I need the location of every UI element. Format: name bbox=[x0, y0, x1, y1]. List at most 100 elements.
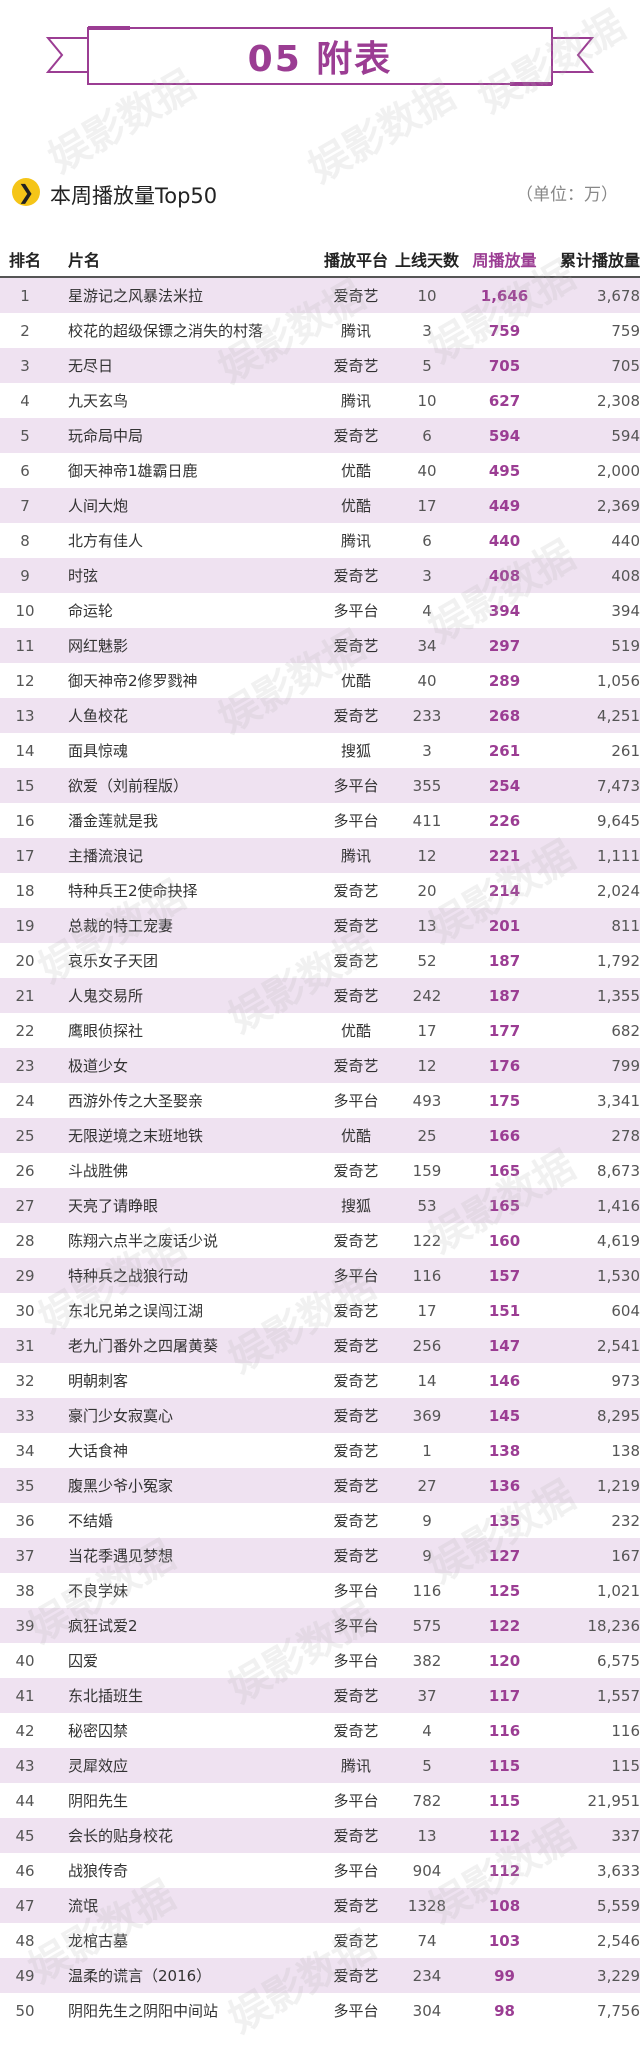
cell-total-plays: 9,645 bbox=[597, 811, 640, 830]
table-row: 19 总裁的特工宠妻 爱奇艺 13 201 811 bbox=[0, 908, 640, 943]
banner-title: 05 附表 bbox=[247, 39, 393, 80]
cell-total-plays: 1,219 bbox=[597, 1476, 640, 1495]
cell-rank: 38 bbox=[15, 1581, 35, 1600]
table-row: 8 北方有佳人 腾讯 6 440 440 bbox=[0, 523, 640, 558]
cell-total-plays: 2,369 bbox=[597, 496, 640, 515]
cell-platform: 爱奇艺 bbox=[333, 357, 379, 375]
cell-platform: 优酷 bbox=[340, 462, 371, 480]
cell-rank: 43 bbox=[15, 1756, 35, 1775]
table-row: 5 玩命局中局 爱奇艺 6 594 594 bbox=[0, 418, 640, 453]
cell-weekly-plays: 449 bbox=[488, 496, 521, 515]
cell-name: 人鬼交易所 bbox=[68, 987, 144, 1005]
cell-platform: 腾讯 bbox=[340, 322, 371, 340]
cell-weekly-plays: 145 bbox=[488, 1406, 521, 1425]
cell-name: 总裁的特工宠妻 bbox=[68, 917, 174, 935]
cell-weekly-plays: 166 bbox=[488, 1126, 521, 1145]
cell-name: 御天神帝2修罗戮神 bbox=[68, 672, 198, 690]
cell-days: 5 bbox=[422, 1756, 432, 1775]
cell-rank: 35 bbox=[15, 1476, 35, 1495]
cell-days: 10 bbox=[417, 391, 437, 410]
cell-rank: 10 bbox=[15, 601, 35, 620]
cell-weekly-plays: 117 bbox=[488, 1686, 521, 1705]
table-row: 20 哀乐女子天团 爱奇艺 52 187 1,792 bbox=[0, 943, 640, 978]
cell-days: 382 bbox=[412, 1651, 442, 1670]
cell-days: 355 bbox=[412, 776, 442, 795]
cell-days: 74 bbox=[417, 1931, 437, 1950]
cell-total-plays: 799 bbox=[611, 1056, 640, 1075]
cell-platform: 爱奇艺 bbox=[333, 1897, 379, 1915]
cell-weekly-plays: 176 bbox=[488, 1056, 521, 1075]
cell-name: 战狼传奇 bbox=[68, 1862, 129, 1880]
cell-rank: 18 bbox=[15, 881, 35, 900]
cell-platform: 爱奇艺 bbox=[333, 1162, 379, 1180]
cell-name: 灵犀效应 bbox=[68, 1757, 129, 1775]
table-row: 15 欲爱（刘前程版） 多平台 355 254 7,473 bbox=[0, 768, 640, 803]
cell-platform: 优酷 bbox=[340, 497, 371, 515]
cell-total-plays: 1,557 bbox=[597, 1686, 640, 1705]
cell-days: 6 bbox=[422, 531, 432, 550]
table-row: 29 特种兵之战狼行动 多平台 116 157 1,530 bbox=[0, 1258, 640, 1293]
cell-days: 242 bbox=[412, 986, 442, 1005]
cell-total-plays: 7,756 bbox=[597, 2001, 640, 2020]
cell-weekly-plays: 177 bbox=[488, 1021, 521, 1040]
cell-name: 鹰眼侦探社 bbox=[68, 1022, 144, 1040]
cell-total-plays: 8,673 bbox=[597, 1161, 640, 1180]
cell-weekly-plays: 297 bbox=[488, 636, 521, 655]
cell-days: 13 bbox=[417, 1826, 437, 1845]
cell-total-plays: 3,229 bbox=[597, 1966, 640, 1985]
cell-weekly-plays: 201 bbox=[488, 916, 521, 935]
cell-rank: 44 bbox=[15, 1791, 35, 1810]
cell-platform: 爱奇艺 bbox=[333, 637, 379, 655]
cell-name: 会长的贴身校花 bbox=[68, 1827, 174, 1845]
cell-total-plays: 261 bbox=[611, 741, 640, 760]
table-row: 49 温柔的谎言（2016） 爱奇艺 234 99 3,229 bbox=[0, 1958, 640, 1993]
table-row: 38 不良学妹 多平台 116 125 1,021 bbox=[0, 1573, 640, 1608]
cell-platform: 爱奇艺 bbox=[333, 287, 379, 305]
cell-platform: 优酷 bbox=[340, 672, 371, 690]
cell-platform: 爱奇艺 bbox=[333, 1407, 379, 1425]
table-row: 23 极道少女 爱奇艺 12 176 799 bbox=[0, 1048, 640, 1083]
cell-rank: 22 bbox=[15, 1021, 35, 1040]
table-row: 14 面具惊魂 搜狐 3 261 261 bbox=[0, 733, 640, 768]
cell-total-plays: 6,575 bbox=[597, 1651, 640, 1670]
cell-name: 大话食神 bbox=[68, 1442, 129, 1460]
cell-weekly-plays: 98 bbox=[494, 2001, 515, 2020]
cell-name: 时弦 bbox=[68, 567, 99, 585]
cell-name: 玩命局中局 bbox=[68, 427, 144, 445]
table-row: 11 网红魅影 爱奇艺 34 297 519 bbox=[0, 628, 640, 663]
table-row: 26 斗战胜佛 爱奇艺 159 165 8,673 bbox=[0, 1153, 640, 1188]
cell-days: 122 bbox=[412, 1231, 442, 1250]
cell-rank: 32 bbox=[15, 1371, 35, 1390]
cell-name: 天亮了请睁眼 bbox=[68, 1197, 159, 1215]
table-row: 28 陈翔六点半之废话少说 爱奇艺 122 160 4,619 bbox=[0, 1223, 640, 1258]
cell-rank: 8 bbox=[20, 531, 30, 550]
cell-days: 53 bbox=[417, 1196, 437, 1215]
cell-name: 明朝刺客 bbox=[68, 1372, 129, 1390]
cell-total-plays: 21,951 bbox=[587, 1791, 640, 1810]
cell-name: 特种兵之战狼行动 bbox=[68, 1267, 189, 1285]
cell-weekly-plays: 594 bbox=[488, 426, 521, 445]
cell-total-plays: 440 bbox=[611, 531, 640, 550]
cell-weekly-plays: 1,646 bbox=[480, 286, 529, 305]
cell-weekly-plays: 103 bbox=[488, 1931, 521, 1950]
cell-days: 40 bbox=[417, 671, 437, 690]
cell-platform: 爱奇艺 bbox=[333, 1687, 379, 1705]
table-row: 4 九天玄鸟 腾讯 10 627 2,308 bbox=[0, 383, 640, 418]
table-row: 32 明朝刺客 爱奇艺 14 146 973 bbox=[0, 1363, 640, 1398]
cell-rank: 31 bbox=[15, 1336, 35, 1355]
cell-weekly-plays: 108 bbox=[488, 1896, 521, 1915]
cell-total-plays: 5,559 bbox=[597, 1896, 640, 1915]
cell-name: 御天神帝1雄霸日鹿 bbox=[68, 462, 198, 480]
cell-total-plays: 682 bbox=[611, 1021, 640, 1040]
table-row: 16 潘金莲就是我 多平台 411 226 9,645 bbox=[0, 803, 640, 838]
header-weekly-plays: 周播放量 bbox=[472, 251, 537, 270]
cell-total-plays: 2,308 bbox=[597, 391, 640, 410]
cell-platform: 爱奇艺 bbox=[333, 917, 379, 935]
cell-total-plays: 1,416 bbox=[597, 1196, 640, 1215]
cell-rank: 28 bbox=[15, 1231, 35, 1250]
table-row: 50 阴阳先生之阴阳中间站 多平台 304 98 7,756 bbox=[0, 1993, 640, 2028]
cell-total-plays: 2,000 bbox=[597, 461, 640, 480]
cell-platform: 爱奇艺 bbox=[333, 987, 379, 1005]
cell-total-plays: 3,341 bbox=[597, 1091, 640, 1110]
cell-weekly-plays: 289 bbox=[488, 671, 521, 690]
